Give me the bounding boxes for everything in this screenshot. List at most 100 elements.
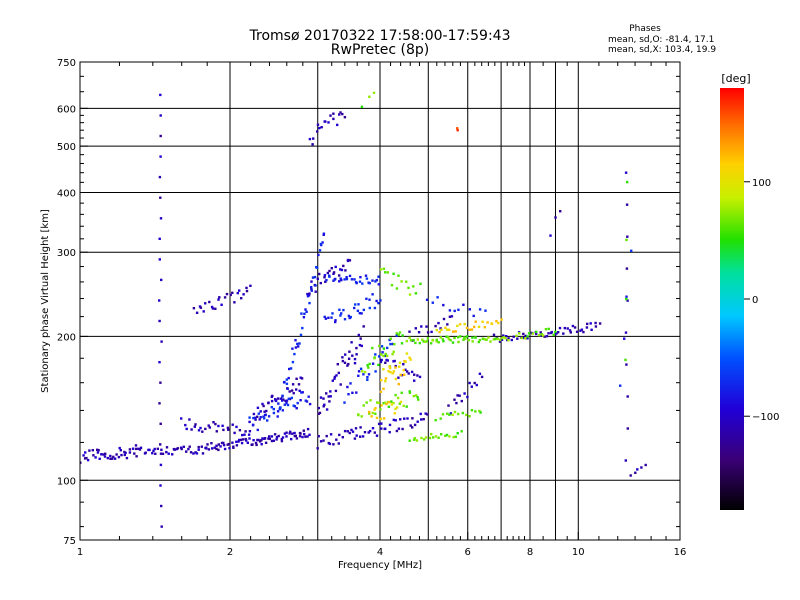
data-point bbox=[84, 451, 87, 454]
data-point bbox=[380, 379, 383, 382]
data-point bbox=[329, 395, 332, 398]
data-point bbox=[392, 350, 395, 353]
data-point bbox=[382, 387, 385, 390]
data-point bbox=[322, 405, 325, 408]
data-point bbox=[411, 417, 414, 420]
data-point bbox=[359, 426, 362, 429]
data-point bbox=[302, 429, 305, 432]
data-point bbox=[343, 318, 347, 321]
data-point bbox=[547, 327, 550, 331]
data-point bbox=[422, 340, 425, 343]
chart-subtitle: RwPretec (8p) bbox=[331, 42, 429, 58]
data-point bbox=[482, 337, 485, 340]
data-point bbox=[408, 356, 411, 359]
data-point bbox=[626, 235, 629, 238]
data-point bbox=[363, 370, 367, 374]
data-point bbox=[291, 360, 295, 364]
data-point bbox=[244, 430, 247, 433]
data-point bbox=[426, 331, 430, 334]
data-point bbox=[625, 238, 628, 242]
data-point bbox=[437, 321, 440, 325]
data-point bbox=[264, 441, 268, 444]
data-point bbox=[248, 420, 251, 424]
data-point bbox=[624, 459, 627, 462]
data-point bbox=[291, 347, 294, 350]
data-point bbox=[456, 127, 459, 130]
data-point bbox=[409, 424, 412, 427]
data-point bbox=[435, 338, 438, 341]
data-point bbox=[505, 335, 508, 338]
y-tick-label: 600 bbox=[57, 104, 76, 115]
data-point bbox=[382, 347, 386, 350]
data-point bbox=[435, 340, 438, 343]
data-point bbox=[360, 105, 364, 108]
data-point bbox=[502, 334, 505, 337]
data-point bbox=[420, 325, 423, 328]
data-point bbox=[400, 280, 403, 283]
y-tick-label: 200 bbox=[57, 332, 76, 343]
data-point bbox=[334, 320, 337, 324]
data-point bbox=[339, 268, 342, 271]
data-point bbox=[441, 413, 445, 416]
data-point bbox=[359, 276, 362, 279]
data-point bbox=[199, 426, 202, 430]
data-point bbox=[316, 447, 319, 450]
data-point bbox=[317, 435, 320, 438]
data-point bbox=[334, 265, 337, 269]
data-point bbox=[623, 337, 626, 340]
data-point bbox=[453, 336, 456, 340]
data-point bbox=[307, 395, 310, 398]
data-point bbox=[80, 461, 82, 464]
data-point bbox=[384, 271, 387, 274]
data-point bbox=[426, 337, 430, 340]
data-point bbox=[445, 328, 449, 331]
data-point bbox=[300, 312, 303, 315]
data-point bbox=[440, 433, 443, 436]
data-point bbox=[254, 416, 257, 419]
data-point bbox=[241, 438, 245, 441]
data-point bbox=[217, 448, 220, 452]
data-point bbox=[440, 328, 443, 331]
data-point bbox=[298, 435, 302, 438]
data-point bbox=[408, 391, 412, 395]
data-point bbox=[357, 303, 360, 306]
data-point bbox=[497, 321, 500, 325]
data-point bbox=[279, 397, 282, 400]
data-point bbox=[256, 428, 259, 432]
data-point bbox=[280, 439, 284, 443]
data-point bbox=[314, 284, 317, 287]
data-point bbox=[310, 289, 313, 292]
data-point bbox=[386, 359, 389, 362]
data-point bbox=[630, 249, 633, 252]
data-point bbox=[276, 415, 279, 418]
data-point bbox=[148, 448, 151, 452]
data-point bbox=[320, 126, 323, 129]
data-point bbox=[222, 428, 225, 432]
data-point bbox=[385, 358, 388, 362]
data-point bbox=[554, 216, 557, 219]
data-point bbox=[462, 338, 465, 341]
x-axis-ticks: 1 2 4 6 8 10 16 bbox=[77, 532, 686, 558]
data-point bbox=[369, 399, 372, 402]
data-point bbox=[640, 466, 643, 469]
data-point bbox=[333, 375, 337, 379]
data-point bbox=[358, 343, 362, 347]
data-point bbox=[392, 272, 395, 275]
data-point bbox=[377, 422, 381, 426]
data-point bbox=[308, 433, 311, 436]
data-point bbox=[267, 401, 270, 404]
data-point bbox=[357, 370, 361, 373]
data-point bbox=[270, 439, 274, 443]
data-point bbox=[456, 129, 459, 132]
data-point bbox=[436, 296, 439, 299]
data-point bbox=[460, 430, 463, 433]
data-point bbox=[380, 353, 383, 356]
data-point bbox=[283, 380, 286, 384]
data-point bbox=[397, 382, 400, 386]
data-point bbox=[159, 217, 163, 220]
data-point bbox=[423, 438, 426, 441]
data-point bbox=[338, 113, 341, 116]
data-point bbox=[257, 412, 260, 415]
data-point bbox=[195, 452, 199, 455]
data-point bbox=[478, 338, 482, 342]
